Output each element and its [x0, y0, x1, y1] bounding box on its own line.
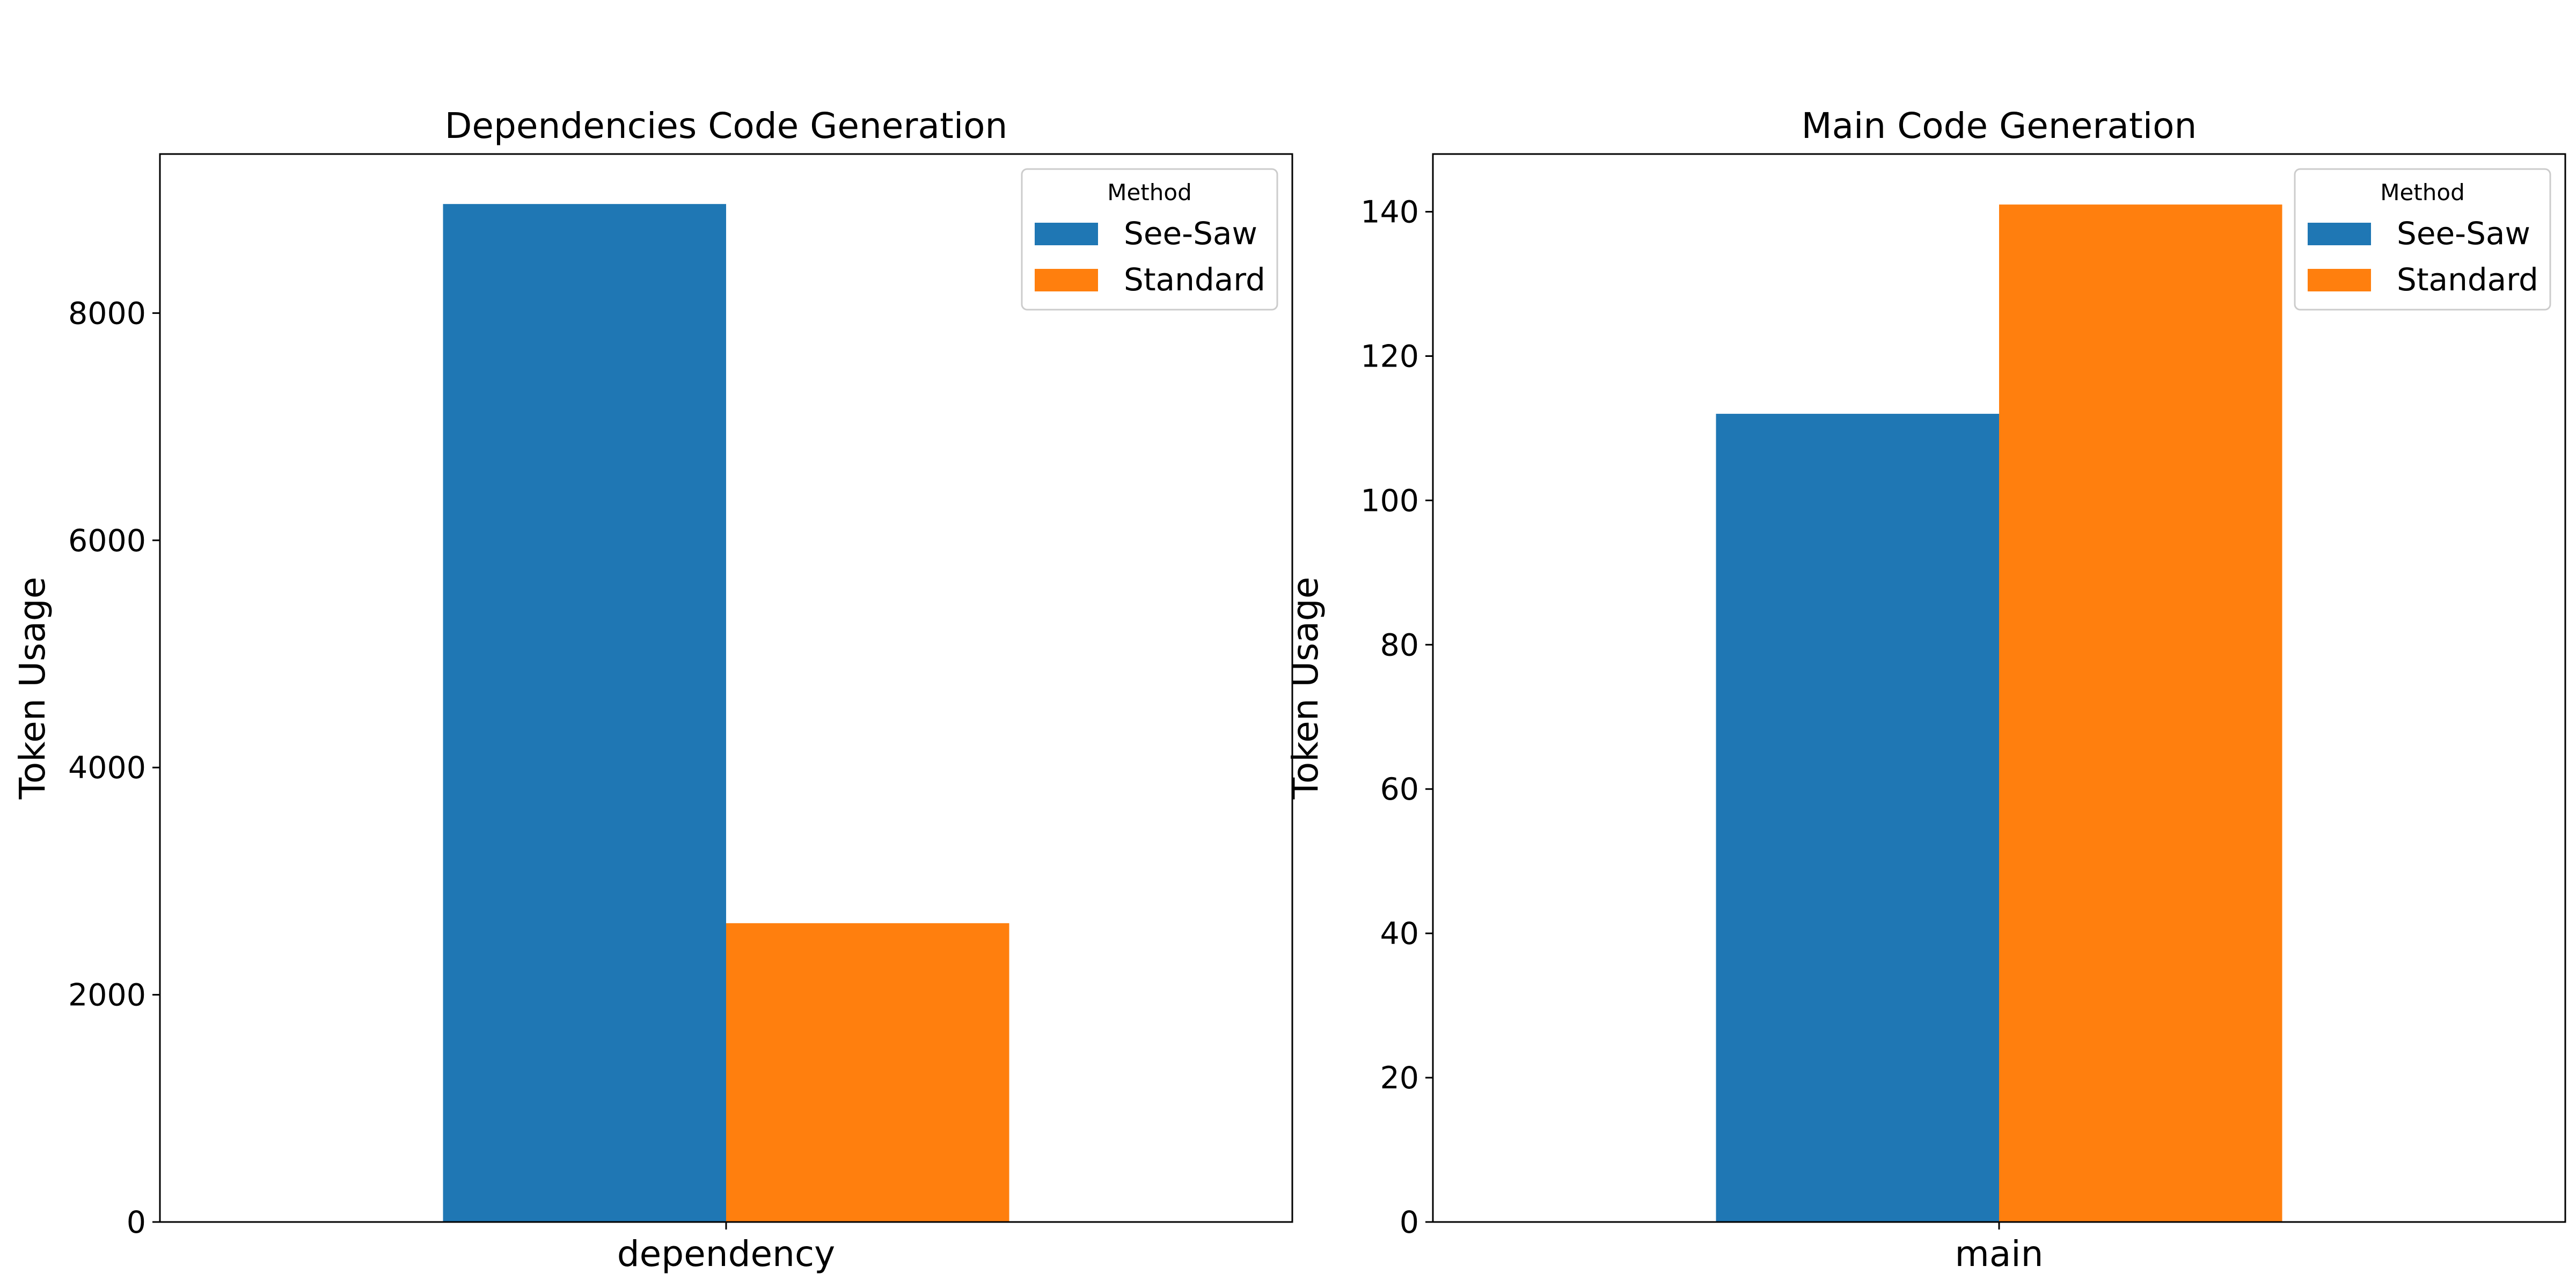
- bar-standard-main: [1999, 204, 2282, 1223]
- legend-swatch: [1035, 269, 1098, 291]
- bar-see-saw-dependency: [443, 204, 726, 1222]
- chart-title: Dependencies Code Generation: [445, 105, 1008, 147]
- legend-label: See-Saw: [2397, 215, 2530, 252]
- legend: Method See-Saw Standard: [1021, 168, 1278, 311]
- legend: Method See-Saw Standard: [2294, 168, 2551, 311]
- y-axis-label: Token Usage: [12, 577, 53, 800]
- bar-standard-dependency: [726, 923, 1009, 1222]
- x-tick-label: dependency: [617, 1233, 836, 1275]
- plot-frame: [1432, 153, 2566, 1223]
- y-tick-label: 8000: [68, 296, 146, 331]
- y-tick-label: 0: [1400, 1205, 1419, 1240]
- y-tick-label: 4000: [68, 750, 146, 786]
- legend-label: Standard: [1124, 261, 1265, 298]
- y-tick-label: 80: [1380, 627, 1419, 663]
- y-tick-label: 6000: [68, 523, 146, 559]
- legend-swatch: [1035, 223, 1098, 245]
- y-tick-label: 40: [1380, 916, 1419, 952]
- legend-title: Method: [2380, 179, 2465, 206]
- y-tick-label: 0: [127, 1205, 146, 1240]
- y-tick-label: 100: [1360, 483, 1419, 518]
- bar-see-saw-main: [1716, 414, 1999, 1222]
- y-tick-label: 120: [1360, 339, 1419, 374]
- legend-swatch: [2308, 223, 2371, 245]
- chart-title: Main Code Generation: [1802, 105, 2197, 147]
- y-tick-label: 2000: [68, 978, 146, 1013]
- plot-frame: [159, 153, 1293, 1223]
- legend-label: Standard: [2397, 261, 2538, 298]
- y-tick-label: 20: [1380, 1060, 1419, 1096]
- legend-swatch: [2308, 269, 2371, 291]
- chart-main: main 0 20 40 60 80 100 120 140 Main Code Generati…: [1285, 105, 2566, 1275]
- x-tick-label: main: [1955, 1233, 2044, 1275]
- y-tick-label: 140: [1360, 195, 1419, 230]
- chart-dependencies: dependency 0 2000 4000 6000 8000 Dependencies …: [12, 105, 1293, 1275]
- y-axis-label: Token Usage: [1285, 577, 1326, 800]
- legend-label: See-Saw: [1124, 215, 1257, 252]
- legend-title: Method: [1107, 179, 1192, 206]
- y-tick-label: 60: [1380, 772, 1419, 807]
